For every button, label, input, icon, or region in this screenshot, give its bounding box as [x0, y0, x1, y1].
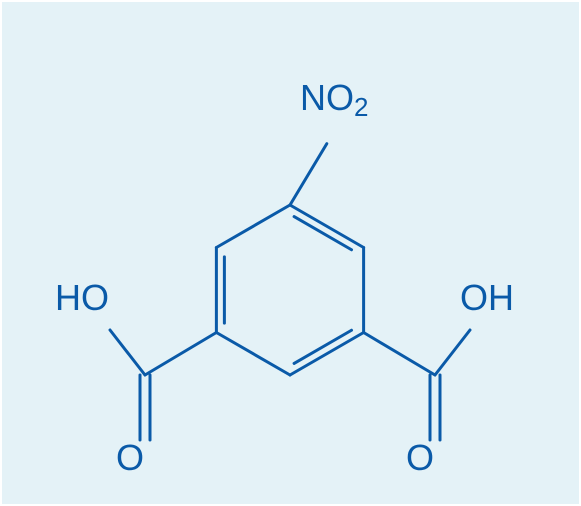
molecule-svg: NO2OHOHOO [0, 0, 581, 506]
molecule-diagram: NO2OHOHOO [0, 0, 581, 506]
label-o-right: O [406, 437, 434, 478]
label-oh-right: OH [460, 277, 514, 318]
label-ho-left: HO [55, 277, 109, 318]
label-o-left: O [116, 437, 144, 478]
